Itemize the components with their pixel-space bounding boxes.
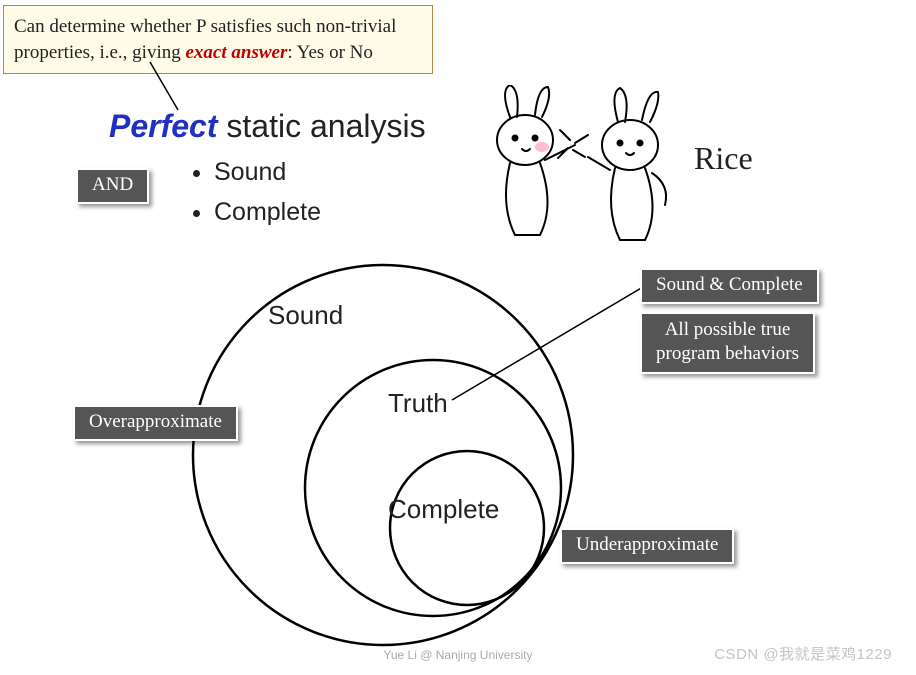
underapproximate-badge: Underapproximate	[560, 528, 734, 564]
title-rest: static analysis	[218, 108, 426, 144]
callout-box: Can determine whether P satisfies such n…	[3, 5, 433, 74]
title-perfect: Perfect	[109, 108, 218, 144]
and-badge: AND	[76, 168, 149, 204]
overapproximate-badge: Overapproximate	[73, 405, 238, 441]
page-title: Perfect static analysis	[109, 108, 426, 145]
venn-label-sound: Sound	[268, 300, 343, 331]
venn-diagram	[150, 260, 610, 660]
sound-complete-badge: Sound & Complete	[640, 268, 819, 304]
callout-line1: Can determine whether P satisfies such n…	[14, 16, 396, 37]
callout-line2b: : Yes or No	[287, 42, 373, 63]
venn-label-complete: Complete	[388, 494, 499, 525]
rice-label: Rice	[694, 140, 753, 177]
properties-list: Sound Complete	[186, 152, 321, 232]
bullet-complete: Complete	[214, 192, 321, 232]
venn-label-truth: Truth	[388, 388, 448, 419]
bullet-sound: Sound	[214, 152, 321, 192]
watermark: CSDN @我就是菜鸡1229	[714, 643, 892, 664]
callout-line2a: properties, i.e., giving	[14, 42, 186, 63]
callout-emphasis: exact answer	[186, 42, 288, 63]
all-true-badge: All possible true program behaviors	[640, 312, 815, 374]
venn-circle-complete	[390, 451, 544, 605]
bunnies-cartoon	[460, 85, 690, 255]
